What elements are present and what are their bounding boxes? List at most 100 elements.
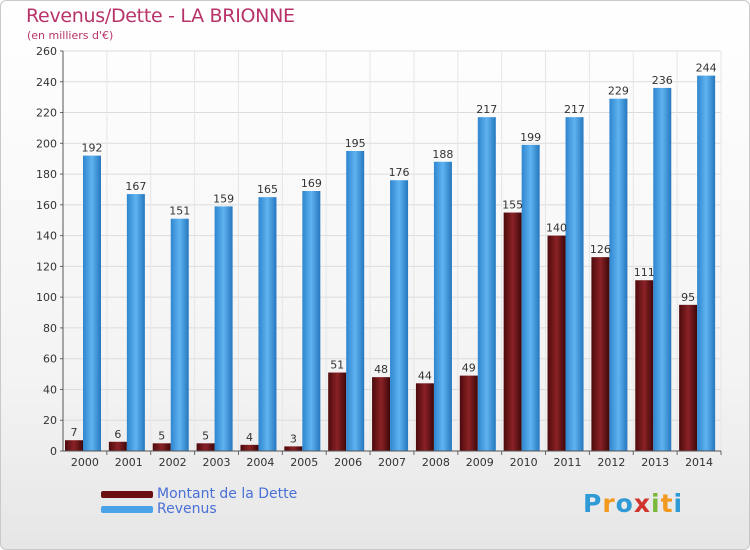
data-label-revenus-2002: 151 [169,205,190,218]
bar-dette-2008 [415,383,434,451]
x-tick-label-2008: 2008 [422,456,450,469]
bar-dette-2014 [679,304,698,451]
data-label-revenus-2006: 195 [345,137,366,150]
data-label-revenus-2012: 229 [608,85,629,98]
x-tick-label-2003: 2003 [203,456,231,469]
bar-revenus-2008 [433,161,452,451]
x-tick-label-2005: 2005 [290,456,318,469]
legend-swatch-dette [101,491,153,498]
bars [65,75,716,452]
y-tick-label: 140 [36,230,57,243]
bar-revenus-2004 [258,197,277,451]
x-tick-label-2012: 2012 [597,456,625,469]
data-label-dette-2010: 155 [502,199,523,212]
x-tick-label-2007: 2007 [378,456,406,469]
x-tick-label-2004: 2004 [246,456,274,469]
data-label-dette-2004: 4 [246,431,253,444]
data-label-dette-2011: 140 [546,222,567,235]
data-label-dette-2009: 49 [462,362,476,375]
bar-dette-2012 [591,257,610,451]
bar-dette-2003 [196,443,215,451]
data-label-dette-2002: 5 [158,429,165,442]
x-tick-label-2001: 2001 [115,456,143,469]
y-tick-label: 100 [36,291,57,304]
data-label-revenus-2011: 217 [564,103,585,116]
axes: 0 20 40 60 80 100 120 140 160 180 200 220 240 260 2000… [36,45,722,469]
bar-revenus-2011 [565,117,584,452]
data-label-revenus-2005: 169 [301,177,322,190]
bar-revenus-2006 [346,151,365,451]
x-tick-label-2010: 2010 [510,456,538,469]
x-tick-label-2011: 2011 [553,456,581,469]
x-tick-label-2002: 2002 [159,456,187,469]
y-tick-label: 160 [36,199,57,212]
bar-revenus-2010 [521,144,540,451]
bar-dette-2002 [152,443,171,451]
bar-revenus-2000 [83,155,101,451]
x-tick-label-2006: 2006 [334,456,362,469]
data-label-dette-2001: 6 [114,428,121,441]
x-tick-label-2009: 2009 [466,456,494,469]
bar-revenus-2007 [390,180,409,451]
bar-dette-2013 [635,280,654,451]
data-label-dette-2003: 5 [202,429,209,442]
bar-revenus-2012 [609,98,628,451]
bar-dette-2011 [547,235,566,451]
data-label-revenus-2007: 176 [389,166,410,179]
bar-revenus-2002 [170,218,189,451]
bar-dette-2009 [459,375,478,451]
data-label-dette-2006: 51 [330,359,344,372]
bar-revenus-2014 [697,75,716,451]
bar-dette-2007 [372,377,391,451]
bar-revenus-2001 [126,194,145,452]
legend-label-dette: Montant de la Dette [157,486,298,502]
bar-dette-2000 [65,440,83,451]
y-tick-label: 180 [36,168,57,181]
y-tick-label: 20 [43,414,57,427]
bar-dette-2010 [503,212,522,451]
data-label-revenus-2003: 159 [213,192,234,205]
y-tick-label: 260 [36,45,57,58]
bar-dette-2001 [108,441,127,451]
data-label-dette-2012: 126 [590,243,611,256]
data-label-revenus-2013: 236 [652,74,673,87]
bar-dette-2006 [328,372,347,451]
legend-label-revenus: Revenus [157,501,217,517]
x-tick-label-2000: 2000 [71,456,99,469]
bar-dette-2005 [284,446,303,451]
y-tick-label: 60 [43,353,57,366]
chart-subtitle: (en milliers d'€) [27,29,114,42]
data-label-revenus-2004: 165 [257,183,278,196]
data-label-dette-2000: 7 [71,426,78,439]
legend-swatch-revenus [101,506,153,513]
data-label-dette-2013: 111 [634,266,655,279]
data-label-revenus-2014: 244 [696,62,717,75]
data-label-revenus-2009: 217 [476,103,497,116]
y-tick-label: 120 [36,260,57,273]
data-label-revenus-2010: 199 [520,131,541,144]
bar-revenus-2003 [214,206,233,451]
y-tick-label: 220 [36,107,57,120]
chart-title: Revenus/Dette - LA BRIONNE [26,5,295,27]
data-label-dette-2007: 48 [374,363,388,376]
data-label-dette-2014: 95 [681,291,695,304]
data-labels: 7 192 6 167 5 151 5 159 4 165 3 169 51 195 48 176 44 188 4… [71,62,717,446]
y-tick-label: 200 [36,137,57,150]
x-tick-label-2014: 2014 [685,456,713,469]
y-tick-label: 40 [43,383,57,396]
bar-revenus-2005 [302,191,321,451]
proxiti-logo: Proxiti [583,489,684,518]
data-label-revenus-2008: 188 [432,148,453,161]
bar-revenus-2009 [477,117,496,452]
y-tick-label: 0 [50,445,57,458]
y-tick-label: 240 [36,76,57,89]
y-tick-label: 80 [43,322,57,335]
bar-dette-2004 [240,444,259,451]
x-tick-label-2013: 2013 [641,456,669,469]
data-label-revenus-2000: 192 [82,142,103,155]
data-label-revenus-2001: 167 [125,180,146,193]
data-label-dette-2008: 44 [418,369,432,382]
bar-revenus-2013 [653,87,672,451]
